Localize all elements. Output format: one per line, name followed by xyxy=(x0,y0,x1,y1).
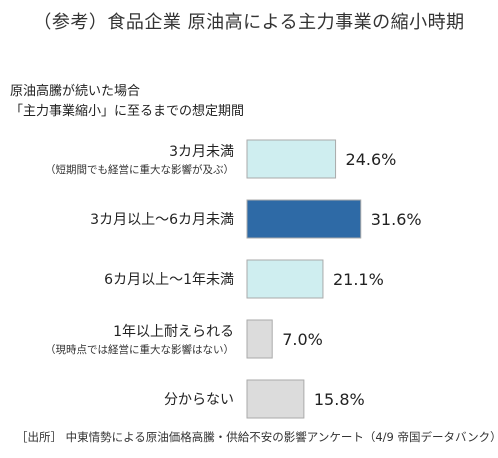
value-label: 31.6% xyxy=(371,210,422,229)
category-note: （現時点では経営に重大な影響はない） xyxy=(45,343,234,356)
value-label: 24.6% xyxy=(346,150,397,169)
bar xyxy=(246,319,273,359)
category-label: 1年以上耐えられる xyxy=(113,324,234,340)
bar xyxy=(246,259,324,299)
source-note: ［出所］ 中東情勢による原油価格高騰・供給不安の影響アンケート（4/9 帝国デー… xyxy=(16,430,498,444)
category-label: 6カ月以上～1年未満 xyxy=(104,272,234,288)
chart-subtitle-line-1: 原油高騰が続いた場合 xyxy=(10,84,141,99)
category-label: 分からない xyxy=(164,392,234,408)
category-note: （短期間でも経営に重大な影響が及ぶ） xyxy=(45,163,234,176)
chart-subtitle-line-2: 「主力事業縮小」に至るまでの想定期間 xyxy=(10,104,245,119)
chart-subtitle: 原油高騰が続いた場合 「主力事業縮小」に至るまでの想定期間 xyxy=(10,82,244,122)
category-label: 3カ月以上～6カ月未満 xyxy=(90,212,234,228)
value-label: 15.8% xyxy=(314,390,365,409)
bar xyxy=(246,199,362,239)
bar xyxy=(246,139,337,179)
bar xyxy=(246,379,305,419)
value-label: 7.0% xyxy=(282,330,323,349)
value-label: 21.1% xyxy=(333,270,384,289)
category-label: 3カ月未満 xyxy=(169,144,234,160)
page-title: （参考）食品企業 原油高による主力事業の縮小時期 xyxy=(33,12,465,33)
